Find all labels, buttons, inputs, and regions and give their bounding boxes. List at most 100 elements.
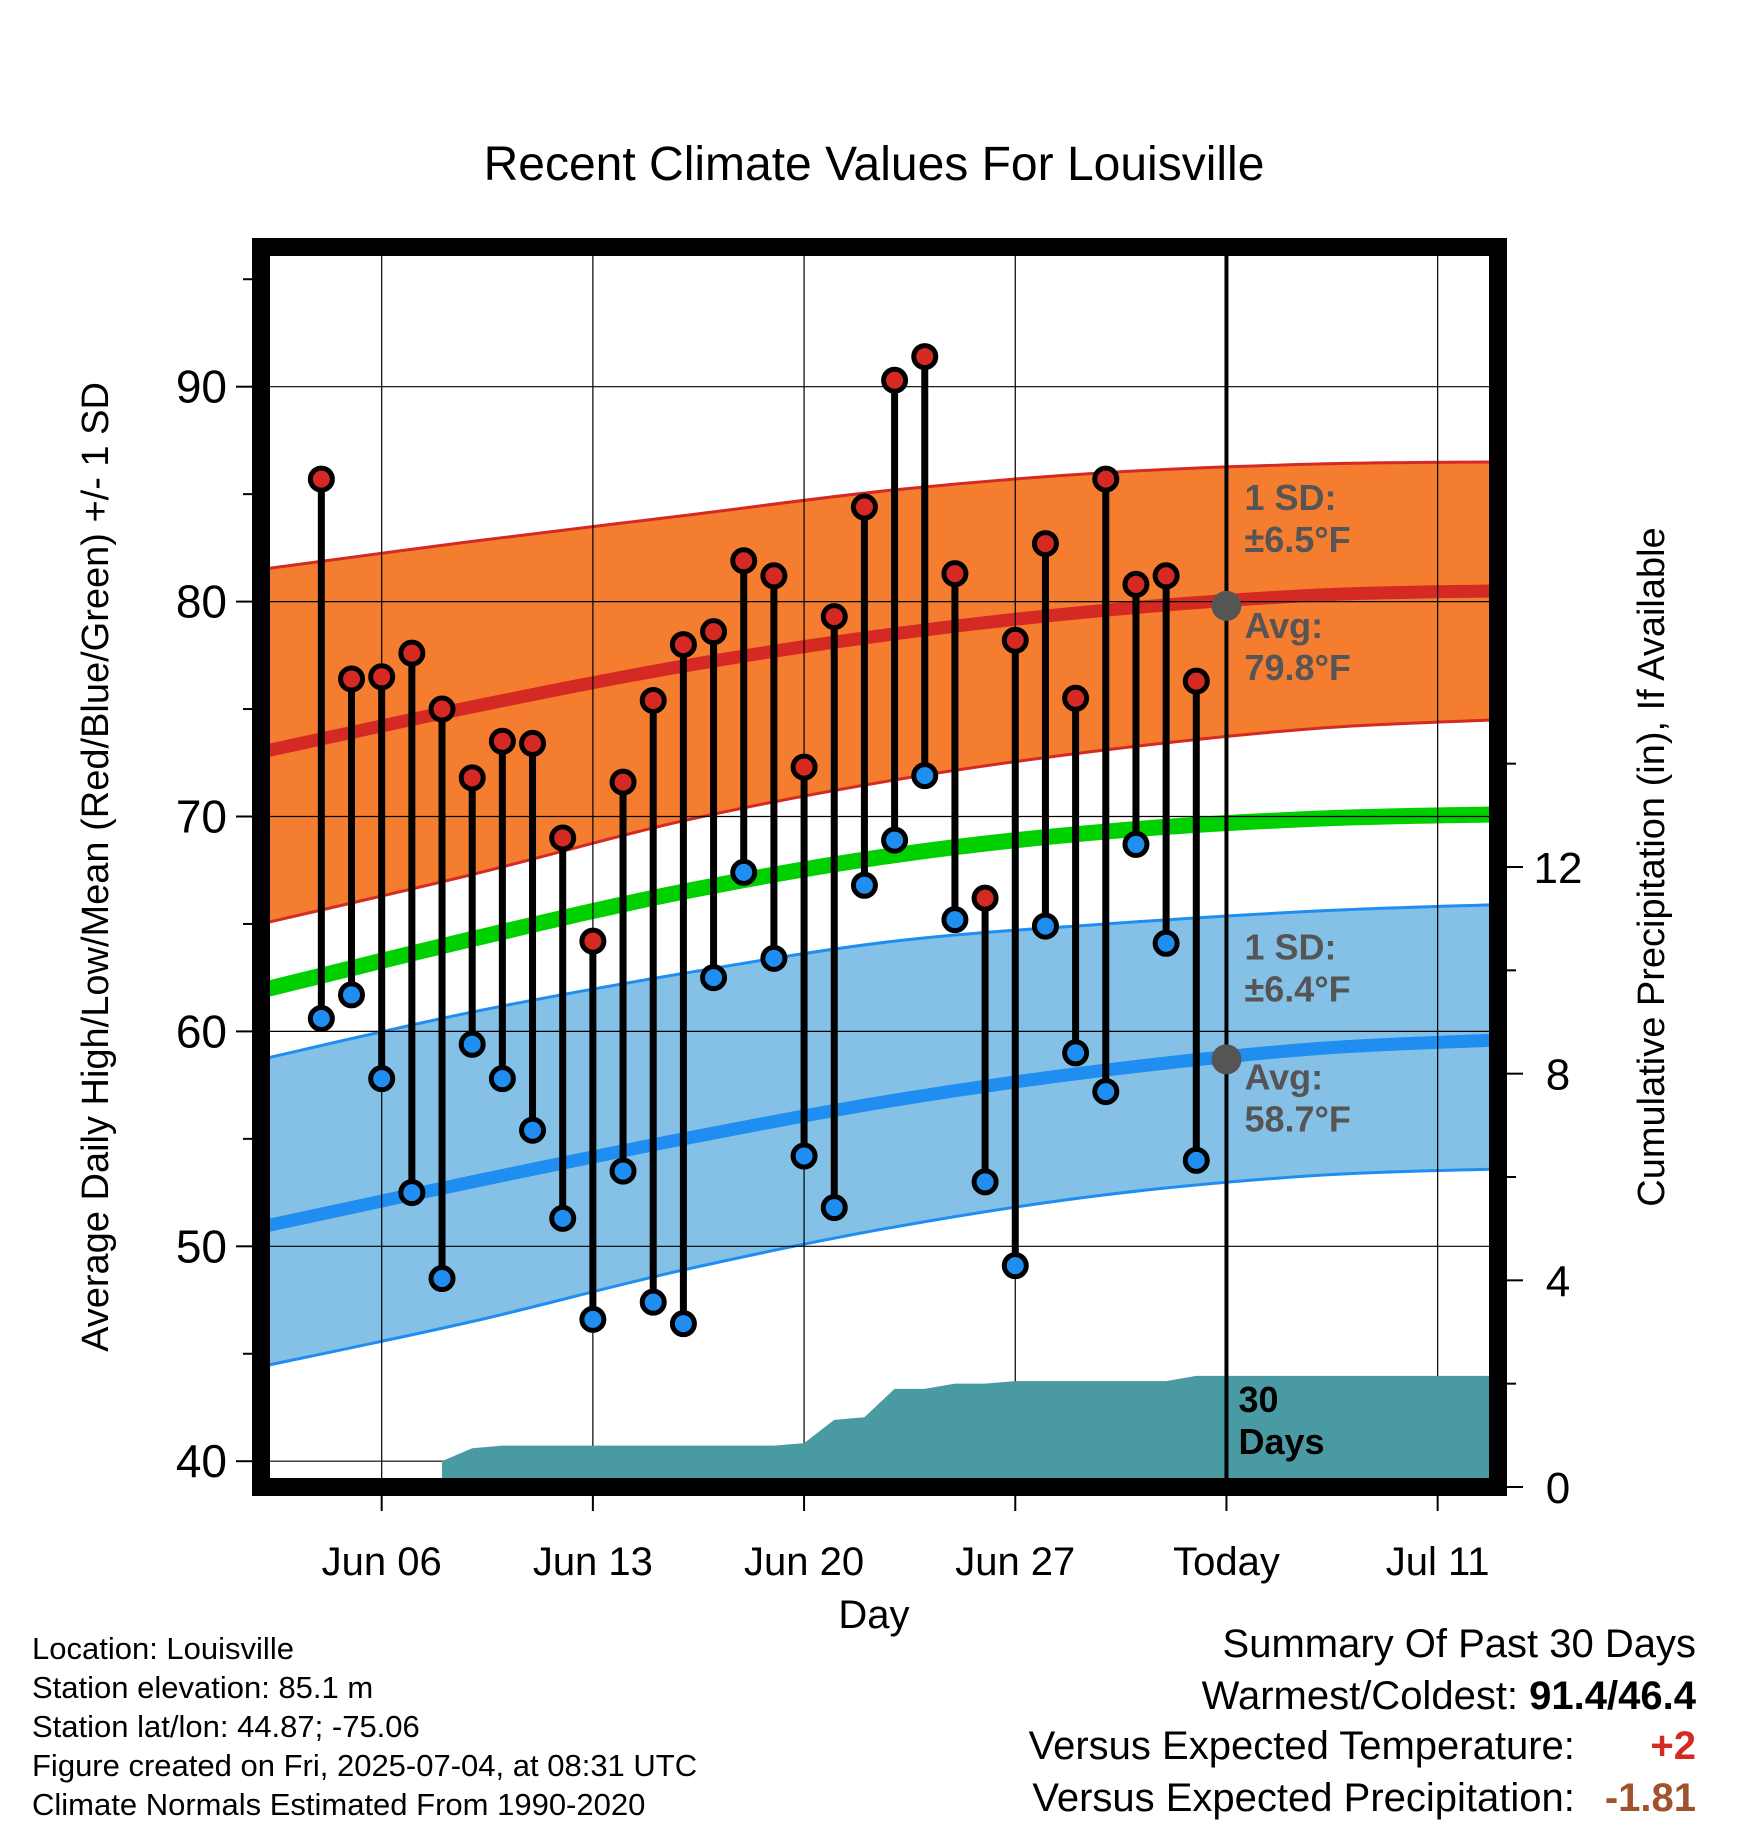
y-tick-label: 70 [176, 790, 227, 842]
high-band [261, 461, 1498, 924]
low-point [338, 981, 366, 1009]
low-point [760, 944, 788, 972]
meta-elevation: Station elevation: 85.1 m [32, 1670, 374, 1705]
x-axis-label: Day [838, 1593, 909, 1637]
low-band [261, 904, 1498, 1367]
low-point [368, 1065, 396, 1093]
high-point [639, 686, 667, 714]
summary-precip: Versus Expected Precipitation: -1.81 [1032, 1776, 1696, 1821]
high-point [971, 884, 999, 912]
low-point [1062, 1039, 1090, 1067]
low-avg-marker [1211, 1044, 1242, 1075]
low-point [971, 1168, 999, 1196]
high-sd-annotation: 1 SD: ±6.5°F [1244, 477, 1350, 560]
low-point [1182, 1146, 1210, 1174]
low-sd-annotation: 1 SD: ±6.4°F [1244, 926, 1350, 1009]
low-mean-line [261, 1033, 1498, 1234]
y-axis-label: Average Daily High/Low/Mean (Red/Blue/Gr… [75, 382, 117, 1352]
x-tick-label: Jun 06 [322, 1540, 442, 1584]
high-point [549, 824, 577, 852]
meta-created: Figure created on Fri, 2025-07-04, at 08… [32, 1748, 698, 1783]
y2-tick-label: 0 [1546, 1464, 1570, 1513]
high-point [458, 764, 486, 792]
chart-title: Recent Climate Values For Louisville [484, 138, 1265, 191]
low-point [730, 858, 758, 886]
low-sd-annotation-line: 1 SD: [1244, 926, 1336, 967]
daily-stems [317, 356, 1200, 1324]
y-tick-label: 80 [176, 576, 227, 628]
x-tick-label: Jun 13 [533, 1540, 653, 1584]
meta-normals: Climate Normals Estimated From 1990-2020 [32, 1787, 646, 1822]
high-point [1031, 530, 1059, 558]
y-tick-label: 60 [176, 1005, 227, 1057]
axes: 40 50 60 70 80 90 0 4 8 12 Jun 06 Jun 13 Jun 20 Jun 2… [176, 278, 1583, 1584]
precip-annotation: 30 Days [1238, 1379, 1324, 1462]
low-point [1122, 830, 1150, 858]
low-point [1092, 1078, 1120, 1106]
x-tick-label: Today [1173, 1540, 1280, 1584]
high-point [1001, 626, 1029, 654]
low-point [579, 1305, 607, 1333]
meta-location: Location: Louisville [32, 1631, 294, 1666]
low-point [1152, 929, 1180, 957]
x-tick-label: Jul 11 [1386, 1540, 1490, 1584]
plot-frame [252, 238, 1507, 1496]
high-sd-annotation-line: 1 SD: [1244, 477, 1336, 518]
precip-annotation-line: Days [1238, 1421, 1324, 1462]
daily-dots [307, 343, 1210, 1338]
y-tick-label: 90 [176, 361, 227, 413]
precip-annotation-line: 30 [1238, 1379, 1278, 1420]
low-avg-annotation: Avg: 58.7°F [1244, 1056, 1350, 1139]
low-point [1031, 912, 1059, 940]
high-point [1182, 667, 1210, 695]
summary-temp-value: +2 [1650, 1724, 1696, 1768]
low-point [488, 1065, 516, 1093]
high-point [1062, 684, 1090, 712]
high-point [790, 753, 818, 781]
low-point [820, 1194, 848, 1222]
meta-latlon: Station lat/lon: 44.87; -75.06 [32, 1709, 420, 1744]
summary-heading: Summary Of Past 30 Days [1222, 1622, 1696, 1666]
high-avg-annotation-line: 79.8°F [1244, 647, 1350, 688]
low-point [458, 1030, 486, 1058]
precip-area [442, 1375, 1498, 1487]
low-point [669, 1310, 697, 1338]
y-tick-label: 50 [176, 1220, 227, 1272]
summary-temp: Versus Expected Temperature: +2 [1029, 1724, 1696, 1769]
low-point [850, 871, 878, 899]
high-point [307, 465, 335, 493]
low-point [1001, 1252, 1029, 1280]
high-avg-annotation-line: Avg: [1244, 605, 1323, 646]
low-point [881, 826, 909, 854]
high-point [850, 493, 878, 521]
y2-axis-label: Cumulative Precipitation (in), If Availa… [1631, 527, 1673, 1206]
high-point [1152, 562, 1180, 590]
low-avg-annotation-line: 58.7°F [1244, 1098, 1350, 1139]
summary-temp-label: Versus Expected Temperature: [1028, 1724, 1575, 1768]
low-point [790, 1142, 818, 1170]
high-point [368, 663, 396, 691]
y2-tick-label: 8 [1546, 1051, 1570, 1100]
low-band-lower-edge [261, 1167, 1498, 1369]
high-point [700, 618, 728, 646]
summary-warmest-value: 91.4/46.4 [1529, 1674, 1696, 1718]
high-point [398, 639, 426, 667]
low-point [307, 1005, 335, 1033]
x-tick-label: Jun 27 [955, 1540, 1075, 1584]
low-point [911, 762, 939, 790]
high-sd-annotation-line: ±6.5°F [1244, 519, 1350, 560]
high-point [730, 547, 758, 575]
y-tick-label: 40 [176, 1435, 227, 1487]
high-point [941, 560, 969, 588]
summary-warmest: Warmest/Coldest: 91.4/46.4 [1202, 1674, 1696, 1719]
high-point [760, 562, 788, 590]
high-point [519, 729, 547, 757]
x-tick-label: Jun 20 [744, 1540, 864, 1584]
low-point [428, 1265, 456, 1293]
high-point [881, 366, 909, 394]
low-point [639, 1288, 667, 1316]
y2-tick-label: 12 [1534, 844, 1583, 893]
high-point [428, 695, 456, 723]
